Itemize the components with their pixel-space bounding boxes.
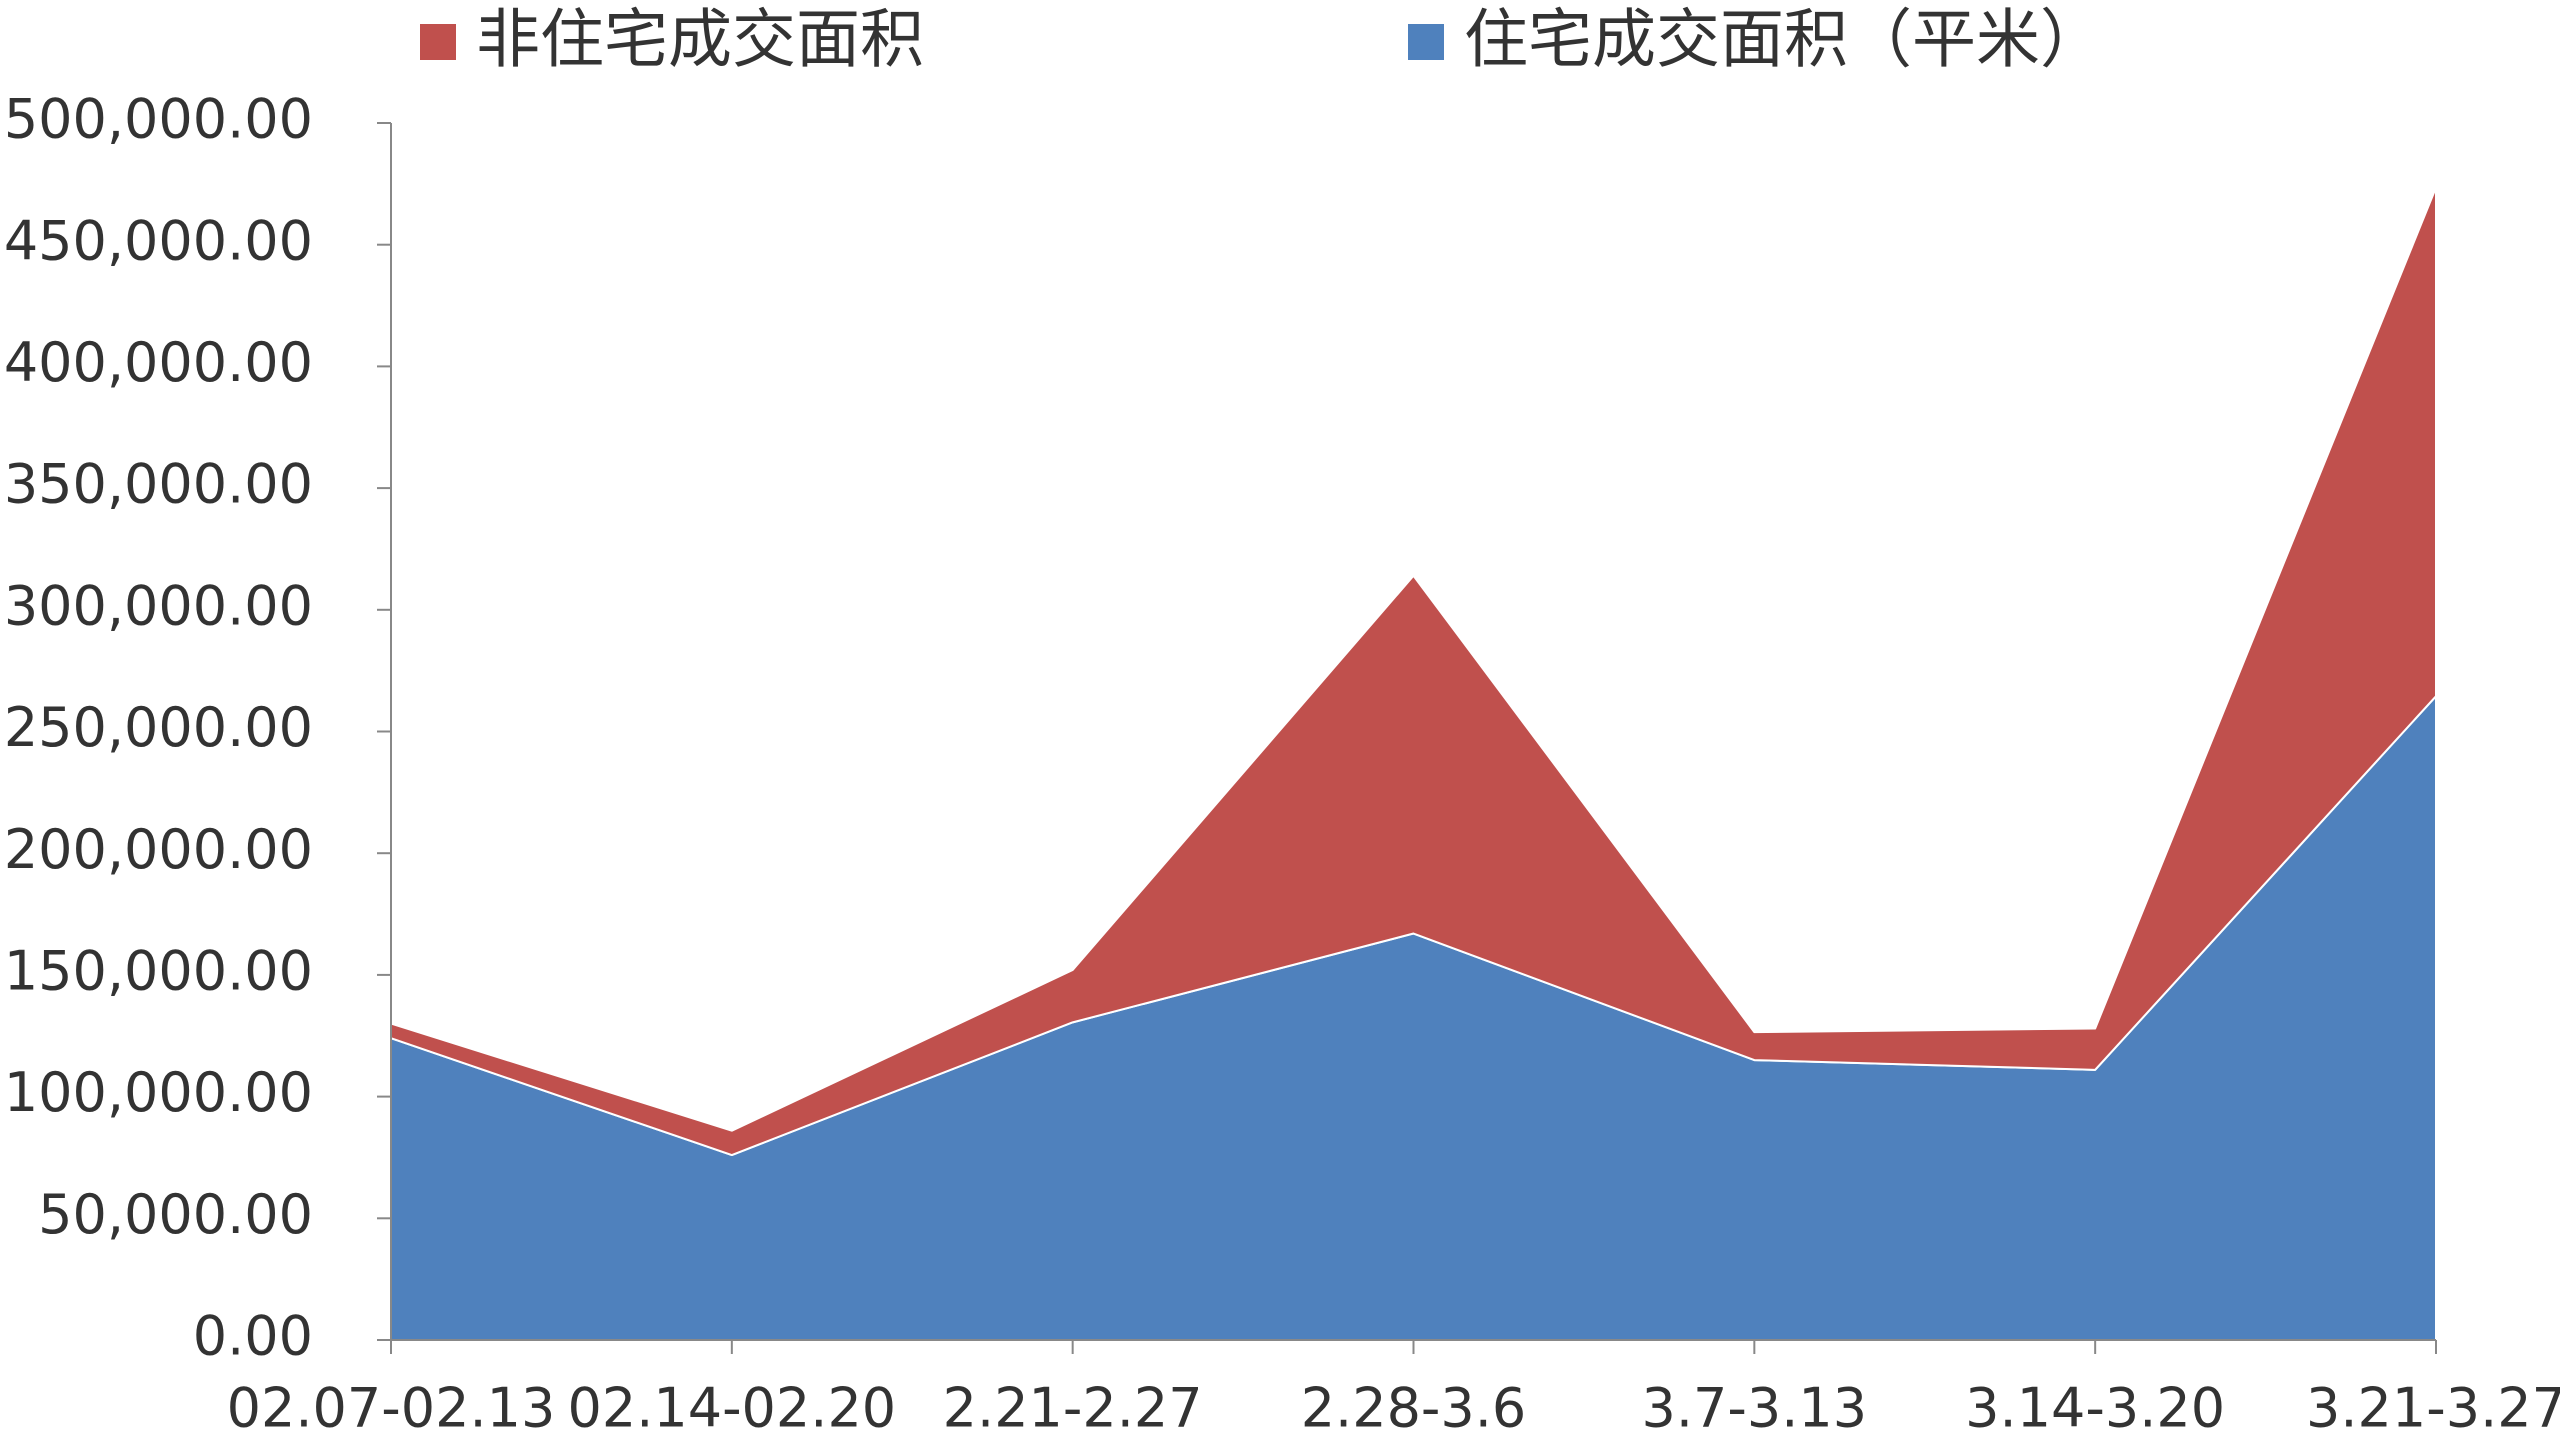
y-tick-label: 0.00 [193,1305,313,1368]
y-tick-label: 400,000.00 [4,331,313,394]
x-tick-label: 3.14-3.20 [1965,1377,2225,1438]
y-tick-label: 250,000.00 [4,696,313,759]
legend-label: 住宅成交面积（平米） [1464,4,2104,78]
y-tick-label: 300,000.00 [4,574,313,637]
y-tick-label: 500,000.00 [4,88,313,151]
legend-label: 非住宅成交面积 [476,4,924,78]
y-tick-label: 100,000.00 [4,1061,313,1124]
y-tick-label: 50,000.00 [38,1183,313,1246]
legend-swatch [420,24,456,60]
y-tick-label: 200,000.00 [4,818,313,881]
y-tick-label: 350,000.00 [4,453,313,516]
y-tick-label: 450,000.00 [4,209,313,272]
legend-swatch [1408,24,1444,60]
x-tick-label: 3.7-3.13 [1642,1377,1868,1438]
x-tick-label: 2.28-3.6 [1301,1377,1527,1438]
x-tick-label: 02.14-02.20 [567,1377,896,1438]
x-tick-label: 02.07-02.13 [227,1377,556,1438]
y-tick-label: 150,000.00 [4,940,313,1003]
area [390,186,2437,1157]
x-tick-label: 2.21-2.27 [943,1377,1203,1438]
x-tick-label: 3.21-3.27 [2306,1377,2560,1438]
